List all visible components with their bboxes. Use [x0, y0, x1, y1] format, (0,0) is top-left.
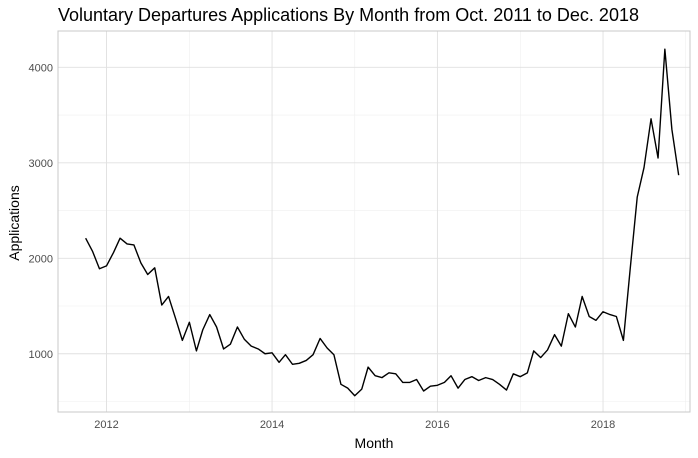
- y-axis-tick-labels: 1000 2000 3000 4000: [29, 62, 53, 360]
- x-tick-label: 2014: [260, 419, 284, 431]
- x-axis-tick-labels: 2012 2014 2016 2018: [94, 419, 615, 431]
- y-tick-label: 3000: [29, 158, 53, 170]
- y-tick-label: 1000: [29, 349, 53, 361]
- series-line-applications: [85, 48, 680, 397]
- x-tick-label: 2012: [94, 419, 118, 431]
- y-tick-label: 2000: [29, 253, 53, 265]
- x-tick-label: 2016: [425, 419, 449, 431]
- y-axis-title: Applications: [6, 185, 22, 261]
- grid-lines: [58, 31, 690, 412]
- series-layer: [85, 48, 680, 397]
- plot-panel: [57, 30, 691, 413]
- chart-title: Voluntary Departures Applications By Mon…: [58, 5, 639, 25]
- y-tick-label: 4000: [29, 62, 53, 74]
- x-tick-label: 2018: [591, 419, 615, 431]
- x-axis-title: Month: [355, 435, 394, 451]
